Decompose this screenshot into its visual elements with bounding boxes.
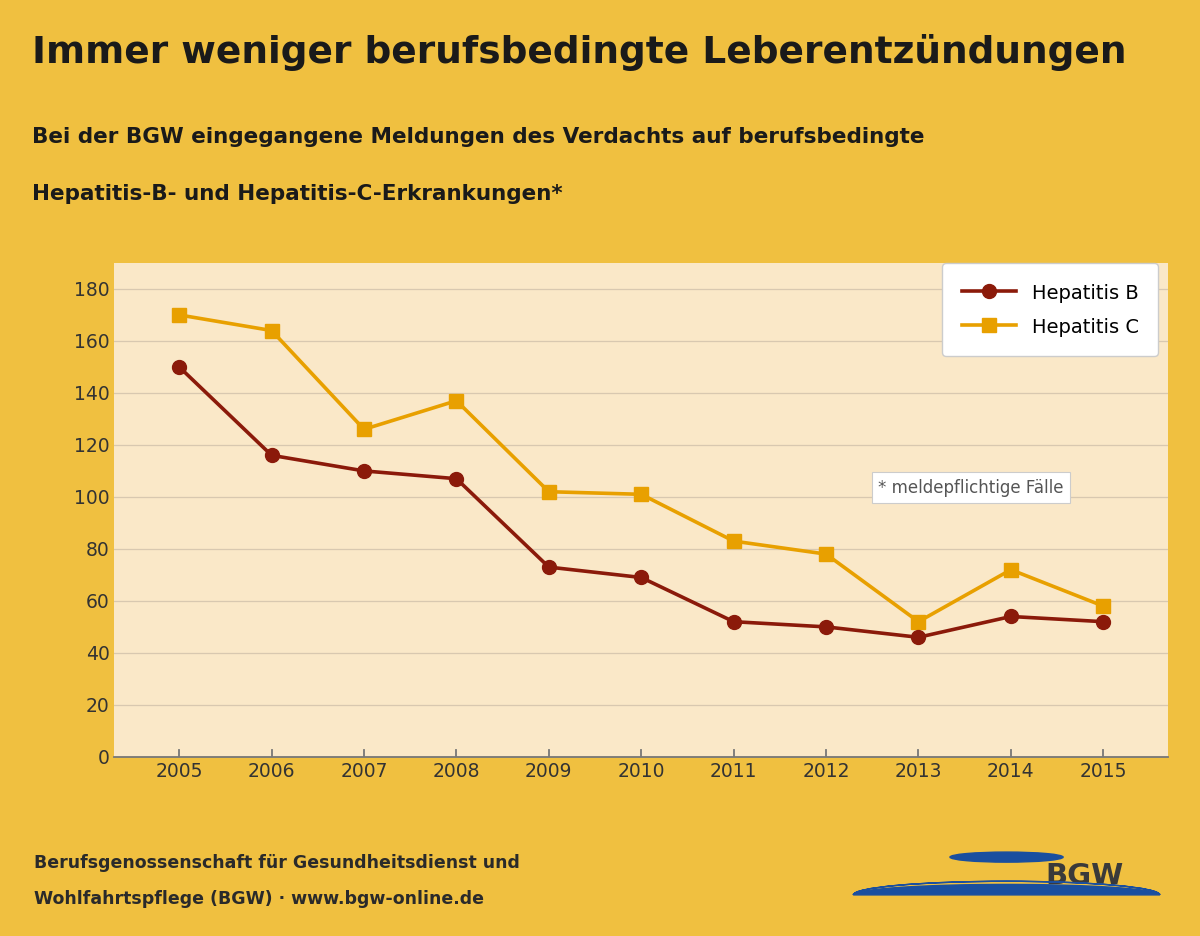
Text: BGW: BGW [1045,862,1123,890]
Text: Immer weniger berufsbedingte Leberentzündungen: Immer weniger berufsbedingte Leberentzün… [32,34,1127,71]
Text: Wohlfahrtspflege (BGW) · www.bgw-online.de: Wohlfahrtspflege (BGW) · www.bgw-online.… [35,890,485,908]
Legend: Hepatitis B, Hepatitis C: Hepatitis B, Hepatitis C [942,263,1158,357]
Text: * meldepflichtige Fälle: * meldepflichtige Fälle [878,478,1063,497]
Text: Hepatitis-B- und Hepatitis-C-Erkrankungen*: Hepatitis-B- und Hepatitis-C-Erkrankunge… [32,184,563,204]
Text: Bei der BGW eingegangene Meldungen des Verdachts auf berufsbedingte: Bei der BGW eingegangene Meldungen des V… [32,127,924,147]
Text: Berufsgenossenschaft für Gesundheitsdienst und: Berufsgenossenschaft für Gesundheitsdien… [35,855,521,872]
Wedge shape [853,882,1159,895]
Polygon shape [853,885,1159,895]
Circle shape [950,852,1063,862]
